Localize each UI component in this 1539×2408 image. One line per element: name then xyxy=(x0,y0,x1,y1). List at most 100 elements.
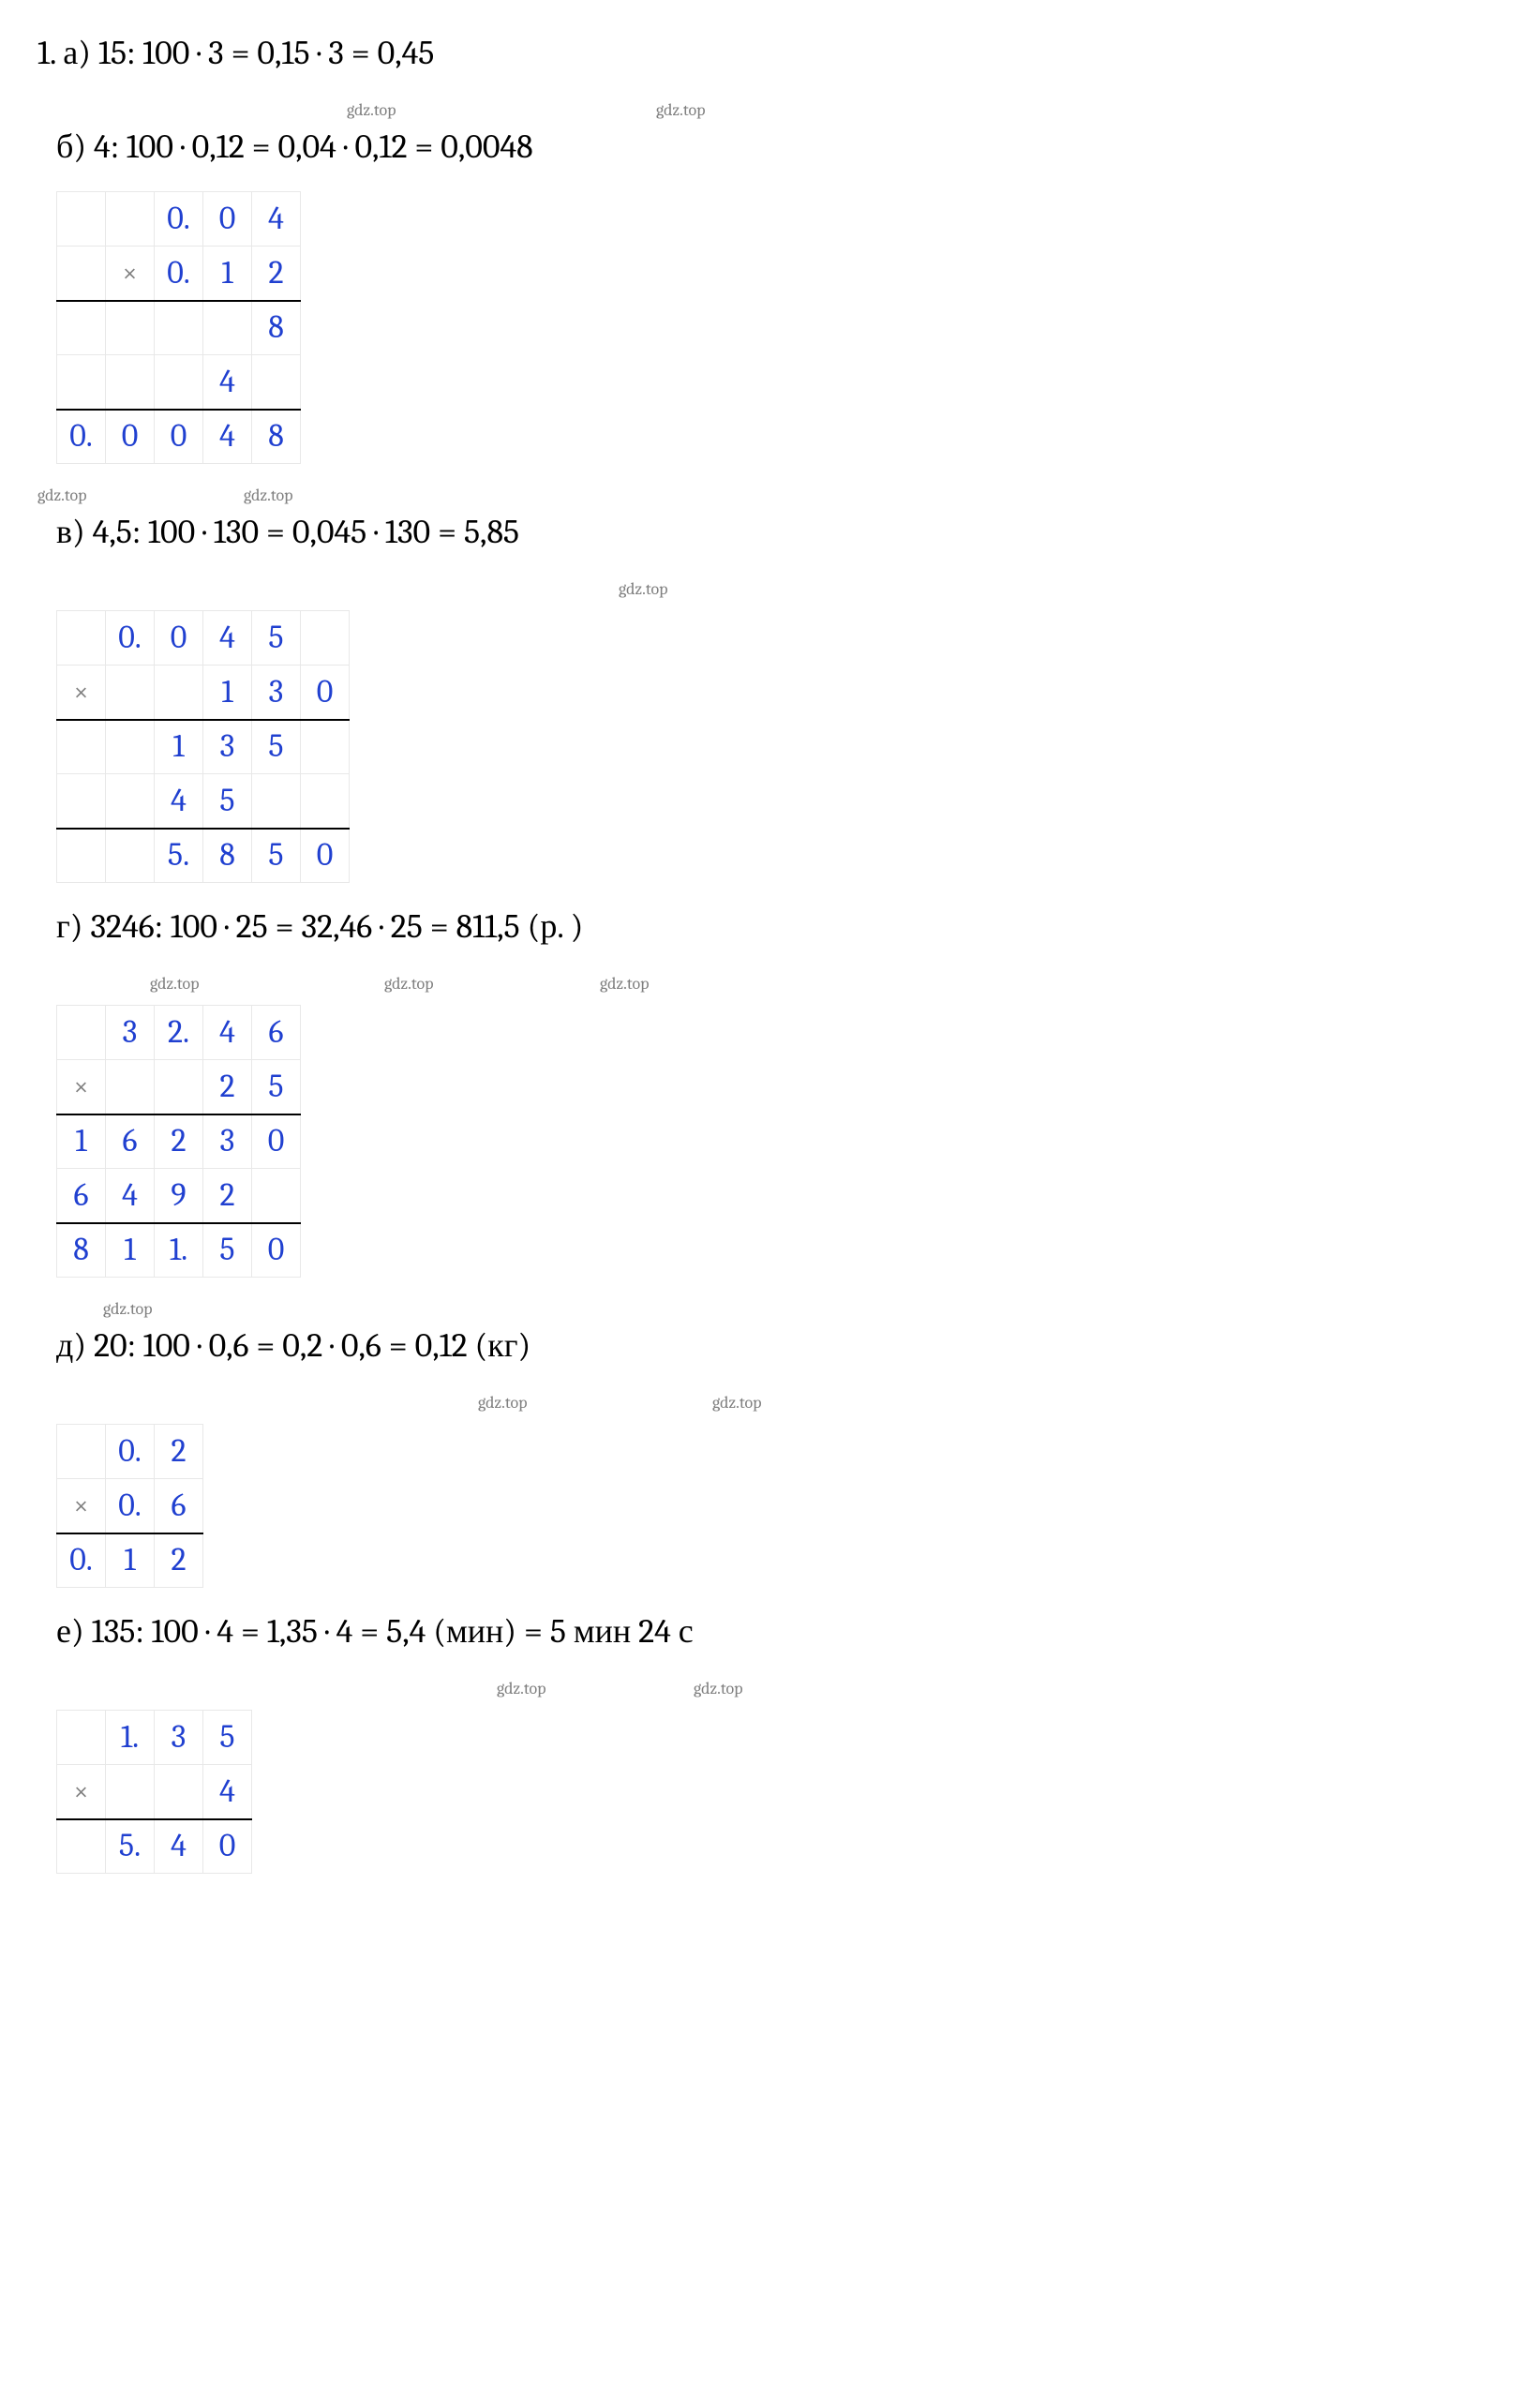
table-row: ×25 xyxy=(57,1060,301,1114)
watermark-row: gdz.top gdz.top xyxy=(37,1676,1502,1700)
table-cell xyxy=(57,301,106,355)
calculation-table-b: 0.04×0.12840.0048 xyxy=(56,191,301,464)
table-cell: × xyxy=(106,247,155,301)
table-cell: 4 xyxy=(252,192,301,247)
table-row: ×4 xyxy=(57,1765,252,1819)
table-cell: 0 xyxy=(203,192,252,247)
table-cell: 6 xyxy=(155,1479,203,1533)
watermark: gdz.top xyxy=(103,1296,153,1322)
table-cell: 4 xyxy=(155,1819,203,1874)
table-row: 16230 xyxy=(57,1114,301,1169)
table-cell: 0. xyxy=(155,192,203,247)
table-cell: 3 xyxy=(252,666,301,720)
table-cell: 3 xyxy=(203,720,252,774)
table-cell xyxy=(203,301,252,355)
table-cell: 1 xyxy=(106,1533,155,1588)
table-cell: 0. xyxy=(106,1425,155,1479)
table-row: ×0.6 xyxy=(57,1479,203,1533)
table-cell: 0 xyxy=(301,666,350,720)
watermark: gdz.top xyxy=(656,97,706,123)
table-cell: 0 xyxy=(155,410,203,464)
table-cell xyxy=(57,774,106,829)
table-cell: 9 xyxy=(155,1169,203,1223)
watermark: gdz.top xyxy=(619,576,668,602)
table-cell: 0 xyxy=(252,1223,301,1278)
table-cell: 8 xyxy=(252,410,301,464)
table-cell: 8 xyxy=(57,1223,106,1278)
table-row: 6492 xyxy=(57,1169,301,1223)
table-cell: 4 xyxy=(203,410,252,464)
watermark: gdz.top xyxy=(600,971,650,996)
table-cell xyxy=(252,1169,301,1223)
table-cell: 2 xyxy=(203,1060,252,1114)
table-row: 0.12 xyxy=(57,1533,203,1588)
table-cell: 0 xyxy=(106,410,155,464)
watermark-row: gdz.top xyxy=(37,576,1502,601)
calculation-table-e: 1.35×45.40 xyxy=(56,1710,252,1874)
equation-v: в) 4,5: 100 · 130 = 0,045 · 130 = 5,85 xyxy=(37,507,1502,558)
table-row: 5.40 xyxy=(57,1819,252,1874)
table-cell xyxy=(57,1711,106,1765)
table-cell xyxy=(106,301,155,355)
table-cell: 4 xyxy=(203,355,252,410)
watermark: gdz.top xyxy=(497,1676,546,1701)
table-cell: 5 xyxy=(252,720,301,774)
table-row: 5.850 xyxy=(57,829,350,883)
table-cell: 0. xyxy=(106,1479,155,1533)
equation-e: е) 135: 100 · 4 = 1,35 · 4 = 5,4 (мин) =… xyxy=(37,1607,1502,1657)
table-cell xyxy=(57,1819,106,1874)
table-row: × 130 xyxy=(57,666,350,720)
watermark: gdz.top xyxy=(37,483,87,508)
calculation-table-g: 32.46×25162306492811.50 xyxy=(56,1005,301,1278)
table-cell xyxy=(301,611,350,666)
table-cell: 1. xyxy=(106,1711,155,1765)
table-row: ×0.12 xyxy=(57,247,301,301)
table-cell: 5 xyxy=(252,829,301,883)
table-cell: 1 xyxy=(203,247,252,301)
table-cell: × xyxy=(57,1479,106,1533)
watermark: gdz.top xyxy=(478,1390,528,1415)
table-cell xyxy=(57,1425,106,1479)
calculation-table-v: 0.045×130135455.850 xyxy=(56,610,350,883)
table-cell xyxy=(106,720,155,774)
table-cell: 0. xyxy=(57,1533,106,1588)
table-cell: 6 xyxy=(252,1006,301,1060)
table-row: 0.0048 xyxy=(57,410,301,464)
table-cell xyxy=(106,829,155,883)
table-cell xyxy=(155,301,203,355)
table-cell: 0. xyxy=(106,611,155,666)
table-row: 32.46 xyxy=(57,1006,301,1060)
table-cell: 0 xyxy=(155,611,203,666)
table-cell: 5. xyxy=(106,1819,155,1874)
table-cell xyxy=(106,1060,155,1114)
table-cell: 6 xyxy=(57,1169,106,1223)
table-cell: 4 xyxy=(203,1006,252,1060)
table-cell xyxy=(252,355,301,410)
table-cell xyxy=(106,192,155,247)
equation-a: 1. а) 15: 100 · 3 = 0,15 · 3 = 0,45 xyxy=(37,28,1502,79)
equation-d: д) 20: 100 · 0,6 = 0,2 · 0,6 = 0,12 (кг) xyxy=(37,1321,1502,1371)
table-cell: 5 xyxy=(252,1060,301,1114)
table-cell: × xyxy=(57,666,106,720)
table-cell: 0 xyxy=(203,1819,252,1874)
table-cell: 8 xyxy=(252,301,301,355)
table-cell: 8 xyxy=(203,829,252,883)
table-cell: 5 xyxy=(203,1223,252,1278)
table-cell: 2 xyxy=(252,247,301,301)
table-cell: 2 xyxy=(155,1114,203,1169)
equation-g: г) 3246: 100 · 25 = 32,46 · 25 = 811,5 (… xyxy=(37,902,1502,952)
table-cell: × xyxy=(57,1765,106,1819)
table-cell: 1 xyxy=(203,666,252,720)
equation-b: б) 4: 100 · 0,12 = 0,04 · 0,12 = 0,0048 xyxy=(37,122,1502,172)
table-cell: 3 xyxy=(155,1711,203,1765)
table-cell xyxy=(155,355,203,410)
table-cell: 5 xyxy=(203,1711,252,1765)
table-cell: 2 xyxy=(155,1425,203,1479)
table-cell: 0 xyxy=(252,1114,301,1169)
calculation-table-d: 0.2×0.60.12 xyxy=(56,1424,203,1588)
table-cell: 3 xyxy=(106,1006,155,1060)
watermark-row: gdz.top gdz.top gdz.top xyxy=(37,971,1502,995)
watermark: gdz.top xyxy=(150,971,200,996)
table-cell xyxy=(155,1060,203,1114)
table-row: 4 xyxy=(57,355,301,410)
